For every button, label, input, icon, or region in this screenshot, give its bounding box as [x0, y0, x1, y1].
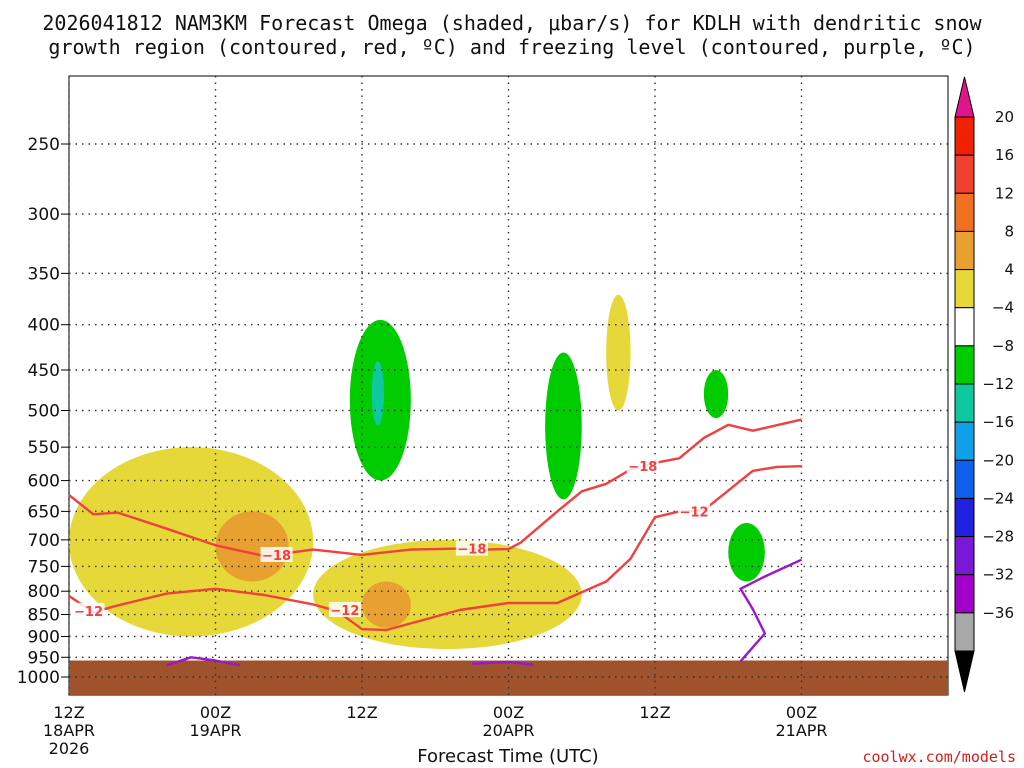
x-tick-label: 2026	[49, 739, 90, 758]
freezing-level-contour	[471, 660, 534, 666]
colorbar-label: −8	[992, 337, 1014, 355]
colorbar-label: −4	[992, 299, 1014, 317]
colorbar-segment	[954, 497, 975, 538]
colorbar-segment	[954, 345, 975, 385]
y-tick-label: 300	[28, 205, 60, 225]
y-tick-label: 750	[28, 557, 60, 577]
y-tick-label: 550	[28, 438, 60, 458]
colorbar-segment	[954, 459, 975, 499]
omega-region-rising	[362, 581, 411, 628]
contour-label: −12	[74, 605, 103, 620]
omega-region-rising	[215, 511, 289, 582]
y-tick-label: 650	[28, 502, 60, 522]
colorbar-segment	[954, 383, 975, 423]
y-tick-label: 700	[28, 531, 60, 551]
colorbar-segment	[954, 612, 975, 652]
contour-label-bg	[260, 546, 293, 562]
omega-region-rising	[68, 447, 314, 637]
colorbar-segment	[954, 116, 975, 156]
y-tick-label: 600	[28, 472, 60, 492]
contour-label: −18	[457, 543, 486, 558]
x-tick-label: 20APR	[482, 721, 534, 740]
colorbar-segment	[954, 230, 975, 271]
contour-label-bg	[328, 601, 361, 617]
y-axis-labels: 2503003504004505005506006507007508008509…	[17, 135, 69, 688]
colorbar-segment	[954, 421, 975, 461]
omega-region-sinking	[371, 361, 384, 426]
contour-label: −18	[628, 460, 657, 475]
y-tick-label: 900	[28, 627, 60, 647]
contour-label: −18	[262, 549, 291, 564]
omega-region-rising	[606, 294, 631, 411]
colorbar-segment	[954, 536, 975, 576]
x-tick-label: 12Z	[346, 703, 377, 722]
contour-label: −12	[330, 604, 359, 619]
contour-label-bg	[72, 602, 105, 618]
colorbar-segment	[954, 307, 975, 347]
y-tick-label: 250	[28, 135, 60, 155]
colorbar-segment	[954, 269, 975, 309]
colorbar-label: −36	[982, 604, 1014, 622]
colorbar: 20 16 12 8 4 −4 −8 −12 −16 −20 −24 −28 −32 −36	[954, 76, 1014, 693]
y-tick-label: 800	[28, 582, 60, 602]
x-tick-label: 00Z	[786, 703, 817, 722]
x-axis-title: Forecast Time (UTC)	[417, 746, 598, 767]
contour-label: −12	[680, 505, 709, 520]
omega-region-sinking	[703, 369, 729, 419]
colorbar-label: 20	[995, 108, 1014, 126]
x-tick-label: 18APR	[43, 721, 95, 740]
plot-area: −18 −18 −18 −12 −12 −12	[68, 75, 949, 696]
terrain	[69, 660, 948, 695]
y-tick-label: 450	[28, 361, 60, 381]
omega-region-sinking	[545, 352, 582, 500]
omega-region-rising	[313, 539, 582, 650]
colorbar-label: 8	[1004, 222, 1014, 240]
x-tick-label: 00Z	[493, 703, 524, 722]
colorbar-label: −28	[982, 528, 1014, 546]
colorbar-label: 12	[995, 184, 1014, 202]
x-tick-label: 21APR	[775, 721, 827, 740]
x-tick-label: 19APR	[189, 721, 241, 740]
omega-region-sinking	[728, 523, 765, 582]
y-tick-label: 400	[28, 316, 60, 336]
freezing-level-contour	[166, 656, 241, 667]
colorbar-segment	[954, 574, 975, 614]
colorbar-label: −16	[982, 413, 1014, 431]
contour-label-bg	[455, 540, 488, 556]
colorbar-label: −20	[982, 451, 1014, 469]
colorbar-segment	[954, 192, 975, 232]
y-tick-label: 950	[28, 648, 60, 668]
chart-title-line-2: growth region (contoured, red, ºC) and f…	[48, 35, 975, 59]
colorbar-label: 16	[995, 146, 1014, 164]
y-tick-label: 350	[28, 264, 60, 284]
contour-label-bg	[678, 503, 711, 519]
colorbar-label: −24	[982, 489, 1014, 507]
contour-label-bg	[626, 458, 659, 474]
colorbar-label: −12	[982, 375, 1014, 393]
credit-text: coolwx.com/models	[862, 748, 1016, 766]
y-tick-label: 500	[28, 402, 60, 422]
y-tick-label: 1000	[17, 668, 60, 688]
x-tick-label: 00Z	[200, 703, 231, 722]
colorbar-label: 4	[1004, 261, 1014, 279]
colorbar-bottom-arrow	[954, 650, 975, 693]
y-tick-label: 850	[28, 606, 60, 626]
colorbar-segment	[954, 154, 975, 194]
dgz-contour	[68, 418, 802, 558]
x-tick-label: 12Z	[639, 703, 670, 722]
x-tick-label: 12Z	[53, 703, 84, 722]
freezing-level-contour	[739, 558, 803, 663]
chart-title-line-1: 2026041812 NAM3KM Forecast Omega (shaded…	[42, 11, 982, 35]
colorbar-label: −32	[982, 566, 1014, 584]
